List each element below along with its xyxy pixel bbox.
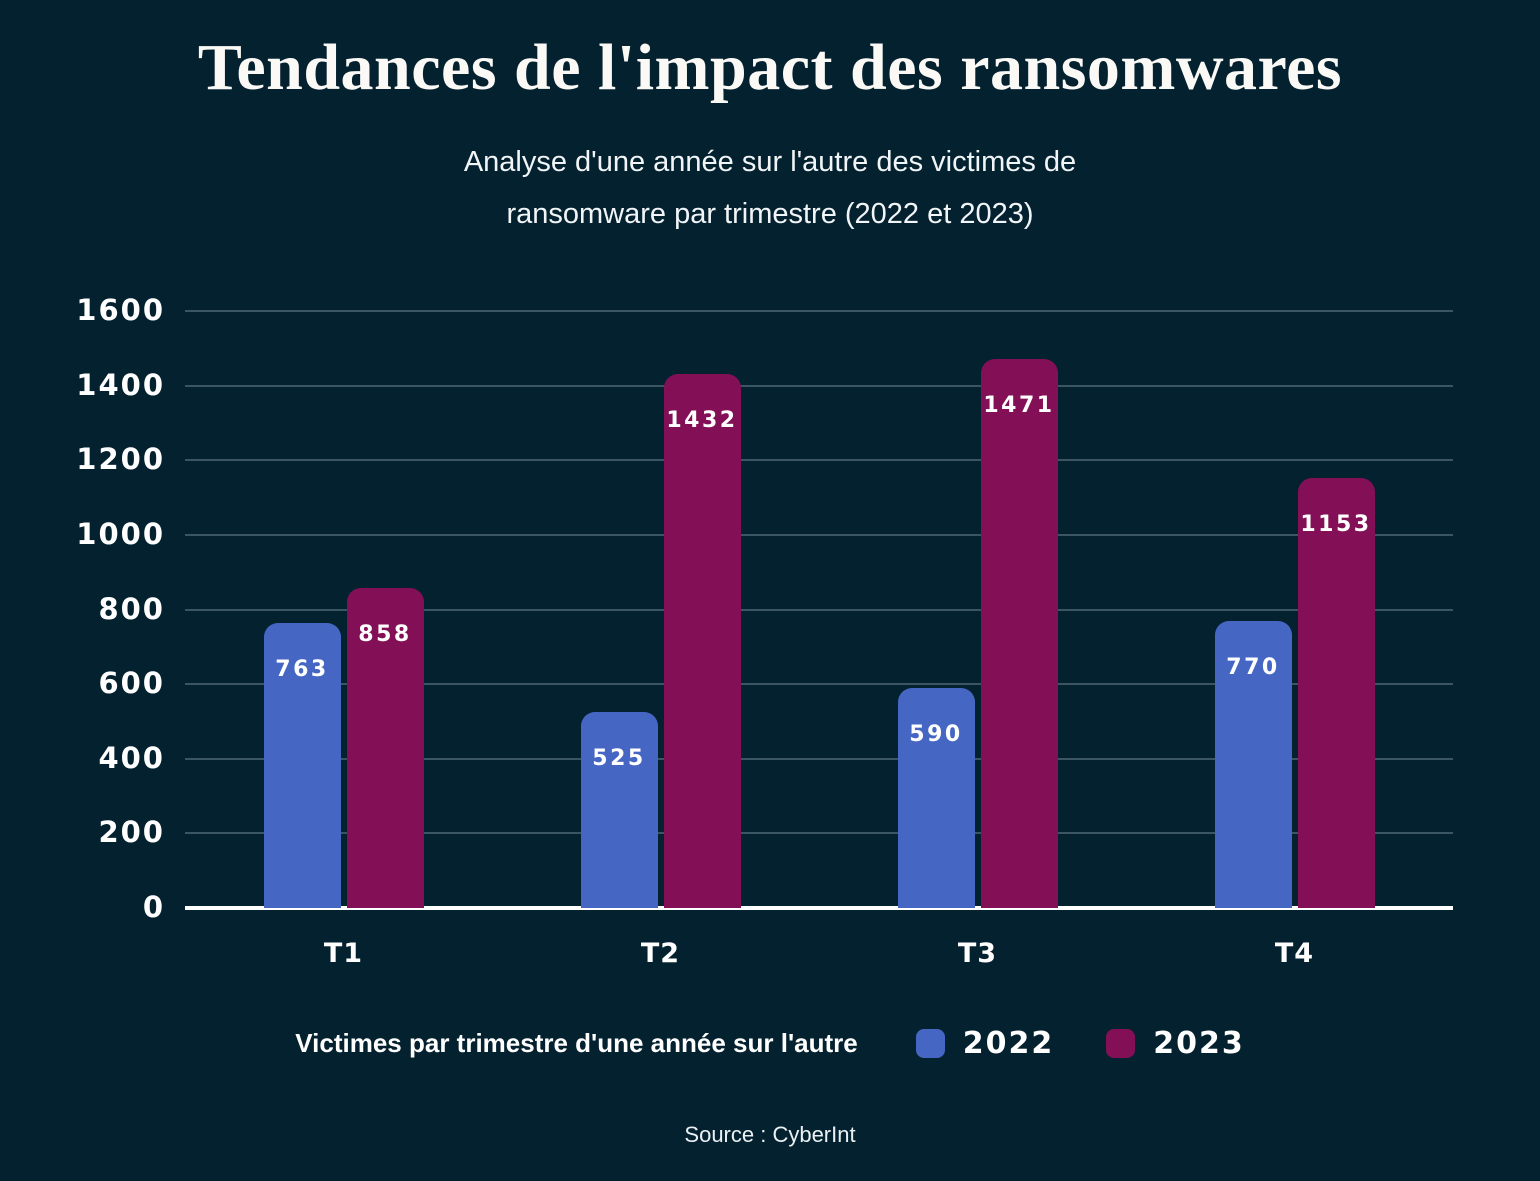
bar-2022-T4: 770 bbox=[1214, 620, 1292, 908]
chart-subtitle-line1: Analyse d'une année sur l'autre des vict… bbox=[463, 146, 1077, 178]
chart-legend: Victimes par trimestre d'une année sur l… bbox=[0, 1026, 1540, 1061]
bar-value-label-2022-T1: 763 bbox=[275, 657, 329, 683]
legend-item-2022: 2022 bbox=[915, 1026, 1055, 1061]
y-axis-tick-1000: 1000 bbox=[76, 516, 165, 551]
x-axis-tick-T3: T3 bbox=[957, 938, 998, 969]
gridline-600 bbox=[185, 683, 1453, 686]
chart-subtitle: Analyse d'une année sur l'autre des vict… bbox=[0, 136, 1540, 240]
chart-subtitle-line2: ransomware par trimestre (2022 et 2023) bbox=[506, 198, 1034, 230]
x-axis-tick-T2: T2 bbox=[640, 938, 681, 969]
bar-2023-T1: 858 bbox=[346, 587, 424, 908]
x-axis-tick-T4: T4 bbox=[1274, 938, 1315, 969]
legend-items: 2022 2023 bbox=[915, 1026, 1245, 1061]
y-axis-tick-0: 0 bbox=[142, 890, 165, 924]
bar-2022-T3: 590 bbox=[897, 687, 975, 908]
y-axis-tick-200: 200 bbox=[98, 815, 165, 850]
legend-item-2023-label: 2023 bbox=[1153, 1026, 1245, 1061]
x-axis-line bbox=[185, 906, 1453, 910]
bar-value-label-2023-T2: 1432 bbox=[666, 407, 738, 433]
legend-swatch-2023 bbox=[1106, 1029, 1136, 1058]
y-axis-tick-1400: 1400 bbox=[76, 367, 165, 402]
bar-2023-T2: 1432 bbox=[663, 373, 741, 908]
gridline-800 bbox=[185, 608, 1453, 611]
x-axis-tick-T1: T1 bbox=[323, 938, 364, 969]
gridline-1200 bbox=[185, 459, 1453, 462]
gridline-400 bbox=[185, 757, 1453, 760]
plot-area: 763 858 525 1432 590 1471 770 1153 bbox=[185, 310, 1453, 910]
legend-label: Victimes par trimestre d'une année sur l… bbox=[295, 1028, 858, 1058]
page-title: Tendances de l'impact des ransomwares bbox=[197, 31, 1343, 104]
legend-swatch-2022 bbox=[915, 1029, 945, 1058]
y-axis-tick-800: 800 bbox=[98, 591, 165, 626]
bar-value-label-2022-T4: 770 bbox=[1226, 654, 1280, 680]
y-axis-tick-600: 600 bbox=[98, 666, 165, 701]
gridline-1400 bbox=[185, 384, 1453, 387]
bar-value-label-2022-T3: 590 bbox=[909, 721, 963, 747]
bar-value-label-2023-T3: 1471 bbox=[983, 393, 1055, 419]
bar-2022-T2: 525 bbox=[580, 712, 658, 908]
y-axis-tick-400: 400 bbox=[98, 740, 165, 775]
bar-value-label-2022-T2: 525 bbox=[592, 746, 646, 772]
bar-2023-T4: 1153 bbox=[1297, 477, 1375, 908]
source-attribution: Source : CyberInt bbox=[684, 1122, 856, 1147]
bar-value-label-2023-T4: 1153 bbox=[1300, 511, 1372, 537]
bar-2022-T1: 763 bbox=[263, 623, 341, 908]
gridline-1000 bbox=[185, 533, 1453, 536]
gridline-1600 bbox=[185, 310, 1453, 312]
bar-2023-T3: 1471 bbox=[980, 359, 1058, 908]
y-axis-tick-1200: 1200 bbox=[76, 442, 165, 477]
bar-value-label-2023-T1: 858 bbox=[358, 621, 412, 647]
legend-item-2023: 2023 bbox=[1106, 1026, 1245, 1061]
gridline-200 bbox=[185, 832, 1453, 835]
legend-item-2022-label: 2022 bbox=[962, 1026, 1055, 1061]
y-axis-tick-1600: 1600 bbox=[76, 293, 165, 327]
